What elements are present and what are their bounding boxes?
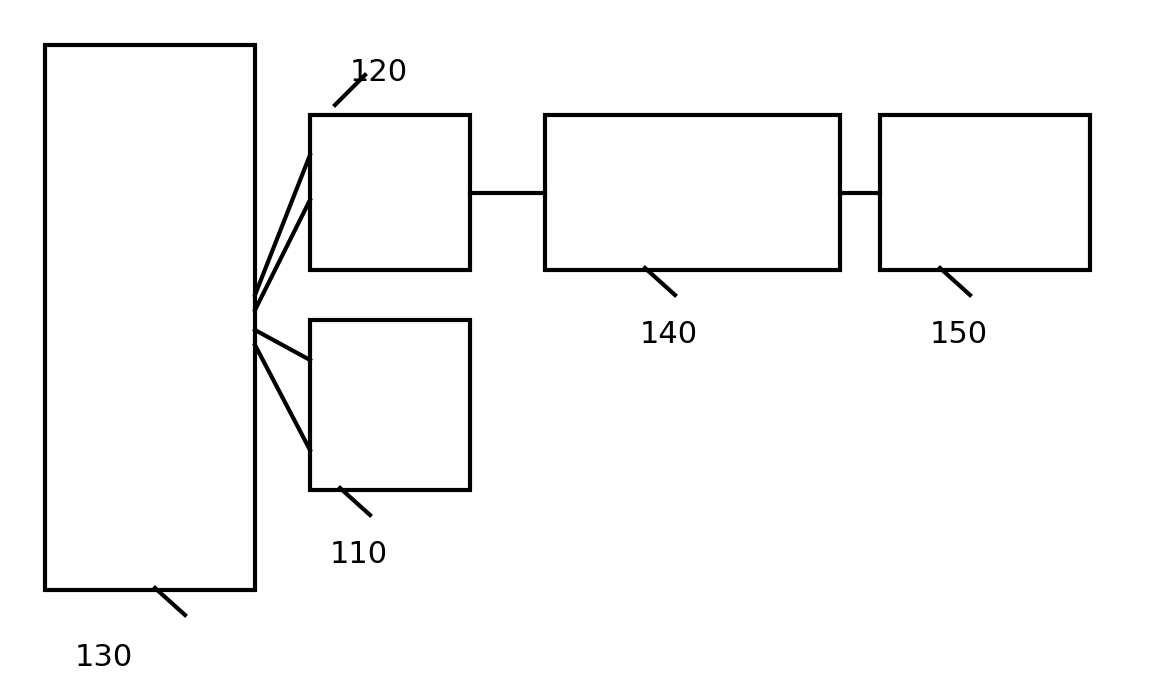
Text: 140: 140 xyxy=(640,320,699,349)
Bar xyxy=(310,320,470,490)
Bar xyxy=(45,45,255,590)
Text: 110: 110 xyxy=(330,540,389,569)
Bar xyxy=(545,115,841,270)
Text: 150: 150 xyxy=(930,320,989,349)
Bar xyxy=(310,115,470,270)
Text: 120: 120 xyxy=(350,58,409,87)
Bar xyxy=(880,115,1089,270)
Text: 130: 130 xyxy=(75,643,134,672)
